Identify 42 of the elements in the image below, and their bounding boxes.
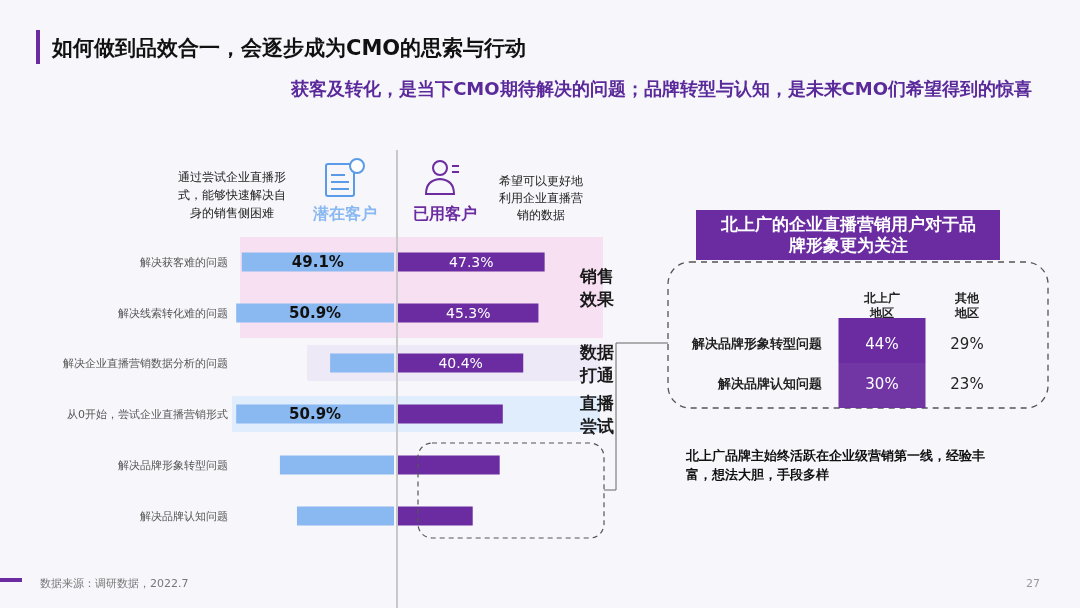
y-tick-label: 从0开始，尝试企业直播营销形式 bbox=[67, 408, 228, 421]
data-label: 44% bbox=[865, 335, 899, 353]
y-tick-label: 解决品牌形象转型问题 bbox=[691, 336, 822, 351]
data-label: 30% bbox=[865, 375, 899, 393]
y-tick-label: 解决品牌认知问题 bbox=[717, 376, 822, 391]
series-label: 潜在客户 bbox=[312, 204, 377, 223]
data-label: 45.3% bbox=[445, 305, 491, 321]
bar bbox=[398, 404, 503, 424]
data-label: 40.4% bbox=[438, 355, 483, 371]
source-note: 数据来源：调研数据，2022.7 bbox=[40, 577, 189, 590]
data-label: 29% bbox=[950, 335, 984, 353]
text: 通过尝试企业直播形式，能够快速解决自身的销售侧困难 bbox=[178, 170, 286, 220]
chart-title: 如何做到品效合一，会逐步成为CMO的思索与行动 bbox=[51, 36, 527, 60]
data-label: 49.1% bbox=[291, 253, 344, 271]
y-tick-label: 解决线索转化难的问题 bbox=[118, 307, 228, 320]
data-label: 23% bbox=[950, 375, 984, 393]
band-label: 销售效果 bbox=[579, 266, 615, 309]
data-label: 50.9% bbox=[289, 405, 342, 423]
data-label: 50.9% bbox=[289, 304, 342, 322]
band-label: 直播尝试 bbox=[579, 392, 615, 436]
data-label: 47.3% bbox=[449, 254, 494, 270]
bar bbox=[398, 303, 539, 323]
text: 获客及转化，是当下CMO期待解决的问题；品牌转型与认知，是未来CMO们希望得到的惊喜 bbox=[290, 78, 1032, 99]
text: 27 bbox=[1026, 577, 1040, 590]
band-label: 数据打通 bbox=[579, 341, 614, 385]
y-tick-label: 解决获客难的问题 bbox=[140, 256, 228, 269]
text: 希望可以更好地利用企业直播营销的数据 bbox=[499, 174, 583, 222]
y-tick-label: 解决企业直播营销数据分析的问题 bbox=[63, 357, 228, 370]
bar bbox=[279, 455, 394, 475]
bar bbox=[398, 506, 473, 526]
bar bbox=[330, 353, 394, 373]
chart-title: 北上广的企业直播营销用户对于品牌形象更为关注 bbox=[719, 214, 976, 255]
y-tick-label: 解决品牌认知问题 bbox=[140, 510, 228, 523]
text: 北上广品牌主始终活跃在企业级营销第一线，经验丰富，想法大胆，手段多样 bbox=[685, 448, 985, 482]
bar bbox=[398, 252, 545, 272]
x-tick-label: 其他地区 bbox=[954, 291, 980, 320]
y-tick-label: 解决品牌形象转型问题 bbox=[118, 459, 228, 472]
x-tick-label: 北上广地区 bbox=[863, 291, 900, 320]
bar bbox=[398, 455, 500, 475]
bar bbox=[296, 506, 394, 526]
bar bbox=[398, 353, 524, 373]
legend-label: 已用客户 bbox=[413, 204, 477, 223]
